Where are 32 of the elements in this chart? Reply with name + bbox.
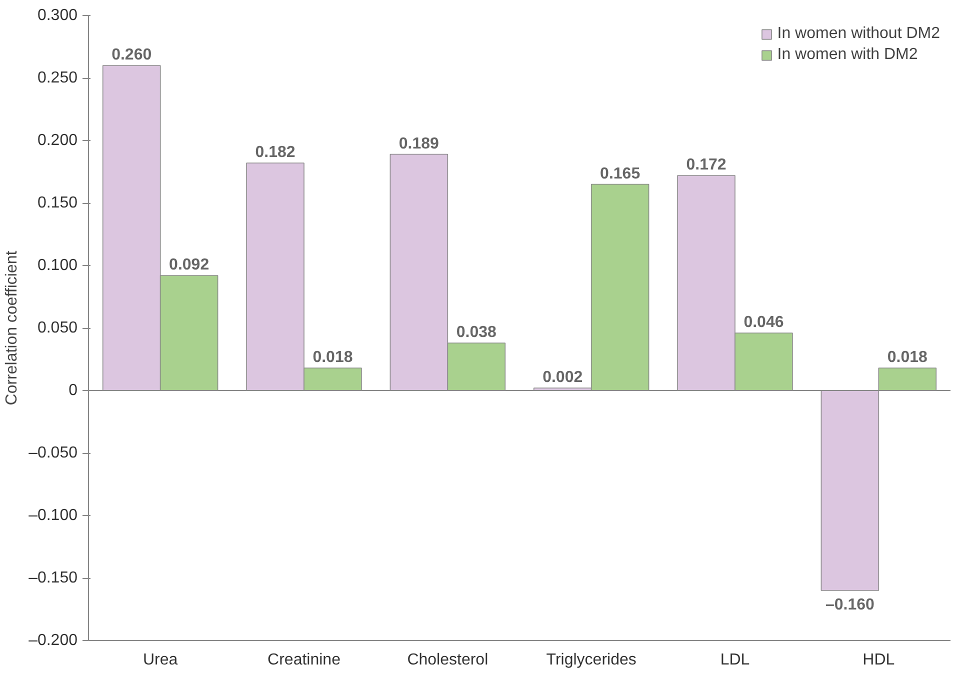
y-tick-label: 0.150 [37,194,78,212]
data-label: 0.189 [398,135,440,152]
data-label: –0.160 [825,596,875,614]
y-axis-title: Correlation coefficient [4,250,21,406]
data-label: 0.018 [887,349,928,366]
data-label: 0.002 [542,369,583,386]
data-label: 0.165 [600,165,640,182]
y-tick-label: 0.050 [37,320,78,336]
x-tick-label: HDL [862,652,895,668]
y-tick-label: 0 [68,382,78,399]
y-tick-label: 0.300 [37,7,78,24]
data-label: 0.260 [112,46,152,64]
x-tick-label: Triglycerides [546,652,636,668]
x-tick-label: LDL [720,652,750,668]
y-tick-label: 0.100 [37,257,78,274]
legend-label: In women without DM2 [777,25,940,43]
legend-label: In women with DM2 [777,46,918,64]
y-tick-label: 0.200 [37,132,78,149]
data-label: 0.038 [456,324,497,341]
y-tick-label: –0.100 [28,507,78,524]
x-tick-label: Creatinine [268,652,341,668]
data-label: 0.092 [169,256,210,274]
y-tick-label: –0.050 [28,444,78,462]
data-label: 0.182 [255,144,296,161]
x-tick-label: Cholesterol [407,652,488,668]
y-tick-label: –0.200 [28,632,78,649]
data-label: 0.172 [686,156,726,174]
data-label: 0.018 [312,349,353,366]
data-label: 0.046 [744,314,784,331]
y-tick-label: –0.150 [28,570,78,586]
x-tick-label: Urea [142,652,178,668]
y-tick-label: 0.250 [37,70,78,86]
